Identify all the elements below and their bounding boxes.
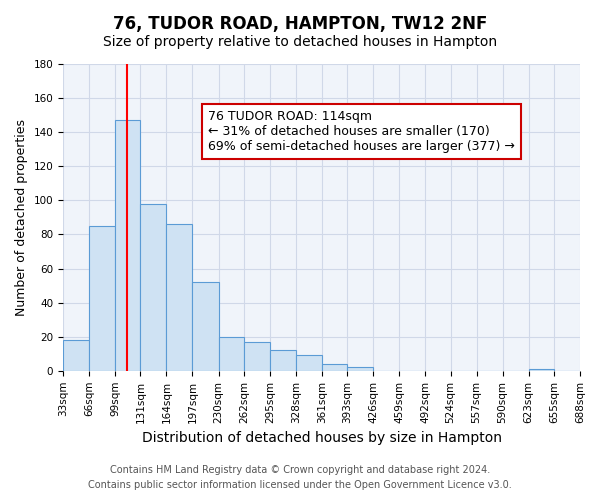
Bar [322, 364, 347, 371]
Bar [115, 120, 140, 371]
Bar [347, 368, 373, 371]
Bar [529, 369, 554, 371]
Bar [140, 204, 166, 371]
Text: 76, TUDOR ROAD, HAMPTON, TW12 2NF: 76, TUDOR ROAD, HAMPTON, TW12 2NF [113, 15, 487, 33]
Bar [193, 282, 218, 371]
Bar [270, 350, 296, 371]
Bar [63, 340, 89, 371]
Bar [218, 336, 244, 371]
Text: Contains HM Land Registry data © Crown copyright and database right 2024.
Contai: Contains HM Land Registry data © Crown c… [88, 465, 512, 490]
Bar [166, 224, 193, 371]
Bar [244, 342, 270, 371]
Text: 76 TUDOR ROAD: 114sqm
← 31% of detached houses are smaller (170)
69% of semi-det: 76 TUDOR ROAD: 114sqm ← 31% of detached … [208, 110, 515, 153]
Y-axis label: Number of detached properties: Number of detached properties [15, 119, 28, 316]
X-axis label: Distribution of detached houses by size in Hampton: Distribution of detached houses by size … [142, 431, 502, 445]
Bar [296, 356, 322, 371]
Bar [89, 226, 115, 371]
Text: Size of property relative to detached houses in Hampton: Size of property relative to detached ho… [103, 35, 497, 49]
